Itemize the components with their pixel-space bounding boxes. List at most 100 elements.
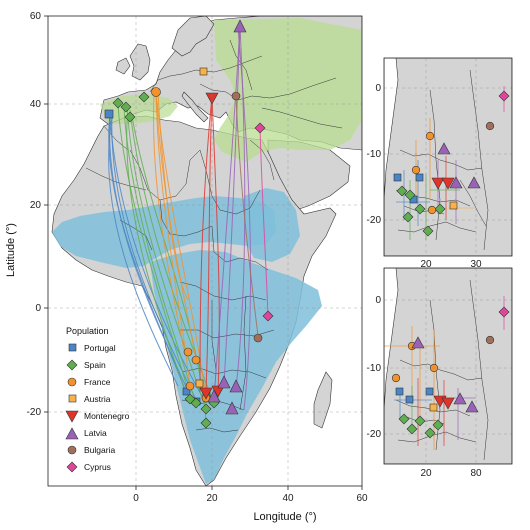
inset-top-frame <box>383 57 513 257</box>
inset-france-marker <box>391 373 401 383</box>
legend-label-france: France <box>84 377 111 387</box>
inset-bottom-y-tick: -10 <box>367 363 382 374</box>
legend-france-marker <box>67 377 77 387</box>
inset-bottom-frame <box>383 267 513 465</box>
wintering-range-east <box>244 188 300 262</box>
inset-top-y-tick: 0 <box>375 83 381 94</box>
austria-wintering-marker <box>195 379 204 388</box>
inset-austria-marker <box>449 201 458 210</box>
inset-bottom-axes: 20 80 0 -10 -20 <box>367 295 482 479</box>
x-axis-title: Longitude (°) <box>253 511 316 523</box>
inset-bottom-x-tick: 80 <box>470 468 482 479</box>
austria-breeding-marker <box>199 67 208 76</box>
inset-latvia-marker <box>453 392 467 405</box>
x-tick-label: 40 <box>282 493 294 504</box>
main-map <box>47 15 363 487</box>
italy-landmass <box>181 91 209 123</box>
bulgaria-breeding-marker <box>231 91 241 101</box>
inset-france-marker <box>411 165 421 175</box>
ireland-landmass <box>115 57 131 75</box>
inset-spain-marker <box>404 189 416 201</box>
inset-top-y-tick: -20 <box>367 215 382 226</box>
inset-portugal-marker <box>415 173 424 182</box>
legend: Population Portugal Spain France Austria… <box>65 326 130 473</box>
inset-spain-marker <box>424 427 436 439</box>
inset-top-y-tick: -10 <box>367 149 382 160</box>
madagascar-landmass <box>313 371 333 429</box>
inset-bottom-x-tick: 20 <box>420 468 432 479</box>
legend-label-spain: Spain <box>84 360 106 370</box>
inset-top-markers <box>393 90 510 237</box>
inset-top-axes: 20 30 0 -10 -20 <box>367 83 482 270</box>
latvia-wintering-marker <box>207 389 221 403</box>
inset-map-top <box>383 57 513 257</box>
inset-spain-marker <box>406 423 418 435</box>
spain-wintering-marker <box>200 417 212 429</box>
main-y-axis: 60 40 20 0 -20 Latitude (°) <box>5 11 48 418</box>
legend-label-latvia: Latvia <box>84 428 107 438</box>
latvia-wintering-marker <box>229 379 243 393</box>
france-wintering-marker <box>183 347 193 357</box>
x-tick-label: 0 <box>133 493 139 504</box>
inset-latvia-marker <box>467 176 481 189</box>
inset-latvia-marker <box>465 400 479 413</box>
inset-bulgaria-marker <box>485 335 495 345</box>
inset-top-x-tick: 20 <box>420 259 432 270</box>
spain-breeding-marker <box>138 91 150 103</box>
inset-top-x-tick: 30 <box>470 259 482 270</box>
france-wintering-marker <box>185 381 195 391</box>
inset-spain-marker <box>396 185 408 197</box>
britain-landmass <box>129 43 151 81</box>
inset-portugal-marker <box>395 387 404 396</box>
inset-portugal-marker <box>425 387 434 396</box>
inset-latvia-marker <box>411 336 425 349</box>
wintering-range-north <box>52 196 276 268</box>
cyprus-breeding-marker <box>254 122 266 134</box>
spain-breeding-marker <box>112 97 124 109</box>
inset-bottom-land <box>384 268 512 464</box>
legend-title: Population <box>66 326 109 336</box>
inset-cyprus-marker <box>498 306 510 318</box>
inset-montenegro-marker <box>441 397 455 410</box>
y-tick-label: 20 <box>30 200 42 211</box>
latvia-wintering-marker <box>225 401 239 415</box>
inset-austria-marker <box>429 403 438 412</box>
y-tick-label: 60 <box>30 11 42 22</box>
inset-portugal-marker <box>405 395 414 404</box>
spain-wintering-marker <box>200 403 212 415</box>
legend-portugal-marker <box>68 343 77 352</box>
y-tick-label: 0 <box>35 303 41 314</box>
legend-latvia-marker <box>65 427 79 440</box>
inset-latvia-marker <box>449 176 463 189</box>
x-tick-label: 60 <box>356 493 368 504</box>
inset-montenegro-marker <box>441 177 455 190</box>
legend-spain-marker <box>66 359 78 371</box>
bulgaria-wintering-marker <box>253 333 263 343</box>
montenegro-breeding-marker <box>205 92 219 105</box>
inset-map-bottom <box>383 267 513 465</box>
inset-france-marker <box>427 205 437 215</box>
x-tick-label: 20 <box>206 493 218 504</box>
inset-top-land <box>384 58 512 256</box>
y-tick-label: -20 <box>27 407 42 418</box>
inset-spain-marker <box>398 413 410 425</box>
montenegro-wintering-marker <box>199 387 213 400</box>
legend-label-portugal: Portugal <box>84 343 116 353</box>
france-breeding-marker <box>151 87 161 97</box>
portugal-breeding-marker <box>104 109 114 119</box>
legend-label-cyprus: Cyprus <box>84 462 111 472</box>
legend-label-montenegro: Montenegro <box>84 411 130 421</box>
legend-montenegro-marker <box>65 410 79 423</box>
legend-label-bulgaria: Bulgaria <box>84 445 115 455</box>
latvia-wintering-marker <box>217 375 231 389</box>
inset-portugal-marker <box>393 173 402 182</box>
wintering-site-markers <box>182 310 274 429</box>
inset-france-marker <box>425 131 435 141</box>
cyprus-wintering-marker <box>262 310 274 322</box>
inset-spain-marker <box>434 203 446 215</box>
y-axis-title: Latitude (°) <box>5 223 17 277</box>
inset-bottom-y-tick: -20 <box>367 429 382 440</box>
inset-cyprus-marker <box>498 90 510 102</box>
france-wintering-marker <box>191 355 201 365</box>
